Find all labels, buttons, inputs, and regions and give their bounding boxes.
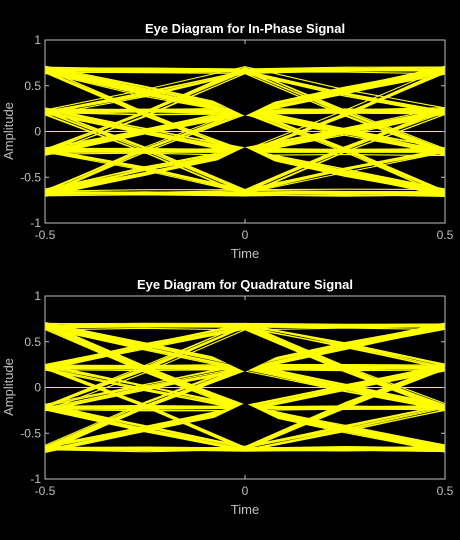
axis-ticks: -0.5 0 0.5-1-0.500.51 [20,289,453,498]
eye-opening-lower [209,147,281,182]
x-tick-label: 0 [242,228,249,242]
y-tick-label: -0.5 [20,170,41,184]
trace-line [44,72,446,155]
trace-line [44,368,446,451]
trace-line [44,365,446,448]
subplot-quadrature: Eye Diagram for Quadrature Signal -0.5 0 0… [1,277,454,517]
trace-line [44,323,446,406]
y-tick-label: 0 [34,125,41,139]
subplot-in-phase: Eye Diagram for In-Phase Signal -0.5 0 0.5… [1,21,454,261]
chart-title: Eye Diagram for Quadrature Signal [137,277,353,292]
x-axis-label: Time [231,246,259,261]
y-tick-label: -1 [30,216,41,230]
axis-ticks: -0.5 0 0.5-1-0.500.51 [20,33,453,242]
eye-opening-upper [209,337,281,372]
trace-line [44,327,446,408]
x-tick-label: 0.5 [437,228,454,242]
chart-title: Eye Diagram for In-Phase Signal [145,21,345,36]
eye-opening-lower [209,403,281,438]
y-tick-label: 0 [34,381,41,395]
y-tick-label: 0.5 [24,335,41,349]
series-line [44,66,446,156]
y-tick-label: 1 [34,33,41,47]
y-axis-label: Amplitude [1,102,16,160]
x-tick-label: 0.5 [437,484,454,498]
trace-line [44,329,446,412]
x-tick-label: -0.5 [35,228,56,242]
y-tick-label: -1 [30,472,41,486]
y-tick-label: -0.5 [20,426,41,440]
x-axis-label: Time [231,502,259,517]
y-tick-label: 0.5 [24,79,41,93]
y-axis-label: Amplitude [1,358,16,416]
eye-opening-upper [209,81,281,116]
eye-openings [45,337,445,438]
series-line [44,323,446,411]
eye-openings [45,81,445,182]
x-tick-label: -0.5 [35,484,56,498]
x-tick-label: 0 [242,484,249,498]
y-tick-label: 1 [34,289,41,303]
